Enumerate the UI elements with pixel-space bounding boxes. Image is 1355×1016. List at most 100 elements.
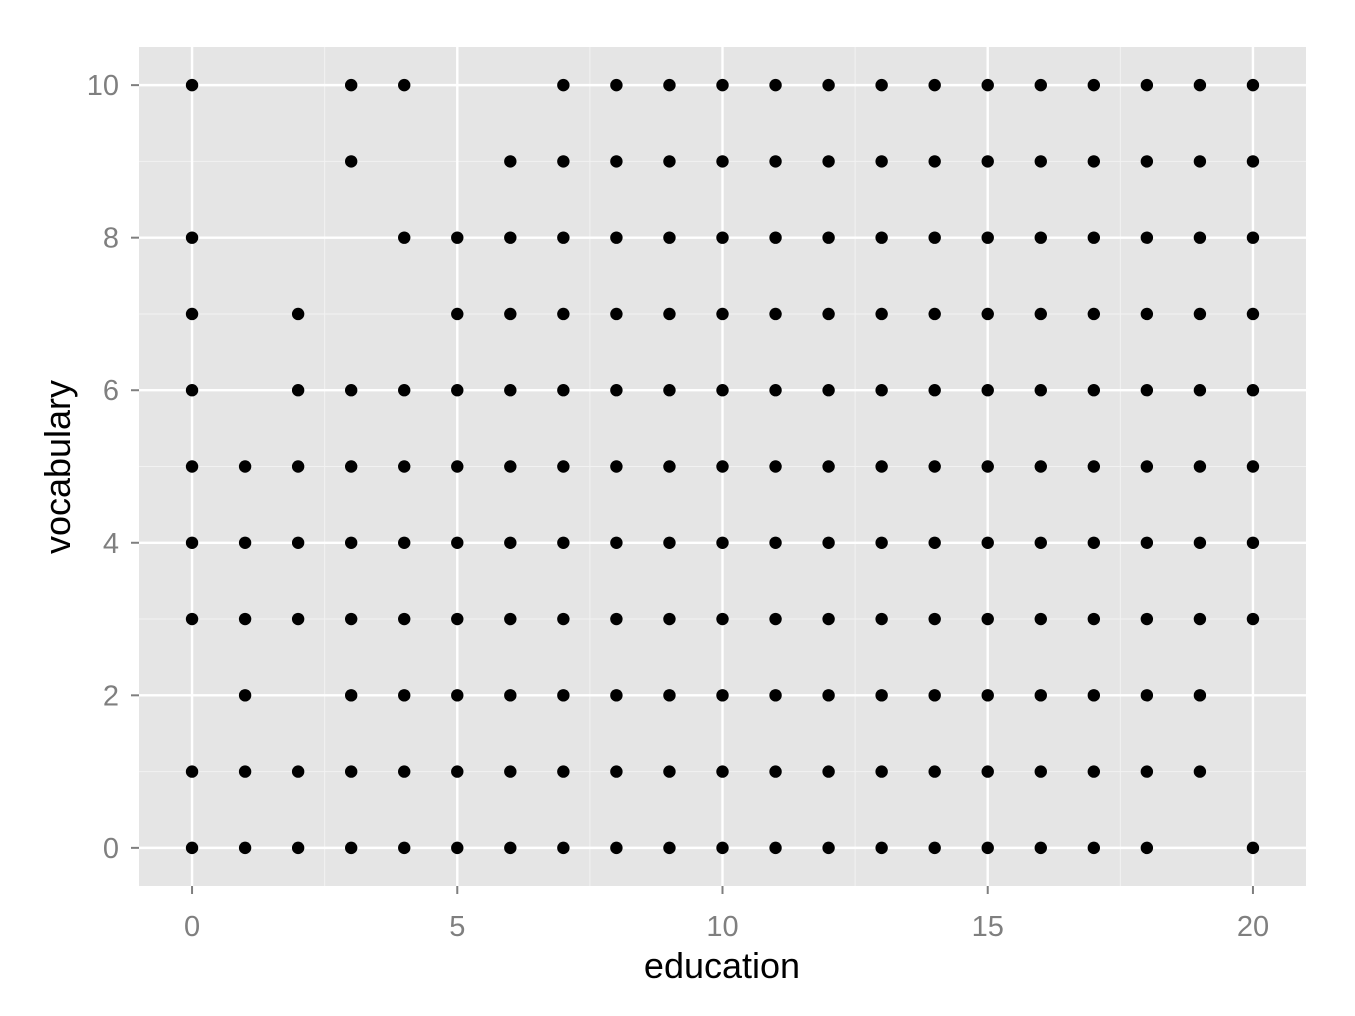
data-point: [822, 765, 835, 778]
data-point: [238, 689, 252, 702]
data-point: [1246, 78, 1260, 92]
data-point: [716, 689, 729, 702]
data-point: [1087, 78, 1101, 92]
data-point: [291, 612, 305, 626]
x-tick-label: 20: [1237, 911, 1269, 943]
data-point: [185, 841, 199, 855]
data-point: [185, 536, 199, 549]
data-point: [398, 689, 411, 702]
data-point: [610, 460, 623, 473]
data-point: [769, 78, 782, 92]
data-point: [981, 231, 994, 244]
data-point: [769, 155, 782, 168]
data-point: [238, 765, 252, 778]
y-tick-label: 10: [87, 70, 119, 102]
y-tick-label: 6: [103, 375, 119, 407]
data-point: [1246, 460, 1260, 473]
data-point: [769, 536, 782, 549]
data-point: [1193, 612, 1207, 626]
data-point: [185, 384, 199, 397]
data-point: [451, 536, 464, 549]
data-point: [1034, 155, 1047, 168]
data-point: [398, 384, 411, 397]
data-point: [875, 384, 888, 397]
data-point: [610, 155, 623, 168]
data-point: [610, 612, 623, 626]
data-point: [1246, 307, 1260, 321]
data-point: [557, 460, 570, 473]
data-point: [981, 536, 994, 549]
data-point: [451, 231, 464, 244]
data-point: [185, 765, 199, 778]
data-point: [769, 460, 782, 473]
y-axis: 0 2 4 6 8 10: [87, 70, 139, 865]
data-point: [663, 78, 676, 92]
data-point: [557, 78, 570, 92]
data-point: [557, 231, 570, 244]
data-point: [344, 612, 358, 626]
data-point: [875, 612, 888, 626]
data-point: [185, 307, 199, 321]
data-point: [291, 460, 305, 473]
data-point: [344, 689, 358, 702]
data-point: [344, 841, 358, 855]
data-point: [875, 231, 888, 244]
y-tick-label: 8: [103, 223, 119, 255]
data-point: [1193, 384, 1207, 397]
data-point: [1140, 384, 1154, 397]
data-point: [875, 155, 888, 168]
data-point: [769, 841, 782, 855]
data-point: [769, 765, 782, 778]
data-point: [1140, 841, 1154, 855]
data-point: [291, 307, 305, 321]
y-tick-label: 4: [103, 528, 119, 560]
x-tick-label: 10: [706, 911, 738, 943]
data-point: [557, 765, 570, 778]
data-point: [981, 384, 994, 397]
data-point: [1140, 155, 1154, 168]
data-point: [1087, 536, 1101, 549]
data-point: [822, 536, 835, 549]
data-point: [451, 307, 464, 321]
data-point: [981, 78, 994, 92]
data-point: [610, 765, 623, 778]
data-point: [610, 78, 623, 92]
data-point: [610, 231, 623, 244]
data-point: [344, 460, 358, 473]
data-point: [981, 460, 994, 473]
data-point: [504, 841, 517, 855]
data-point: [1193, 78, 1207, 92]
data-point: [1193, 231, 1207, 244]
data-point: [398, 231, 411, 244]
data-point: [1034, 460, 1047, 473]
data-point: [875, 460, 888, 473]
data-point: [716, 384, 729, 397]
data-point: [1140, 460, 1154, 473]
data-point: [504, 460, 517, 473]
data-point: [981, 307, 994, 321]
data-point: [1246, 612, 1260, 626]
data-point: [557, 689, 570, 702]
data-point: [716, 231, 729, 244]
x-tick-label: 15: [972, 911, 1004, 943]
data-point: [504, 384, 517, 397]
data-point: [928, 78, 941, 92]
data-point: [875, 307, 888, 321]
data-point: [1140, 765, 1154, 778]
data-point: [1087, 460, 1101, 473]
data-point: [504, 689, 517, 702]
data-point: [504, 155, 517, 168]
data-point: [1034, 612, 1047, 626]
x-axis-title: education: [644, 945, 800, 986]
data-point: [1034, 231, 1047, 244]
data-point: [663, 384, 676, 397]
data-point: [1034, 78, 1047, 92]
x-tick-label: 0: [184, 911, 200, 943]
data-point: [928, 765, 941, 778]
data-point: [344, 765, 358, 778]
data-point: [557, 841, 570, 855]
data-point: [610, 841, 623, 855]
data-point: [1246, 841, 1260, 855]
data-point: [557, 612, 570, 626]
data-point: [663, 536, 676, 549]
